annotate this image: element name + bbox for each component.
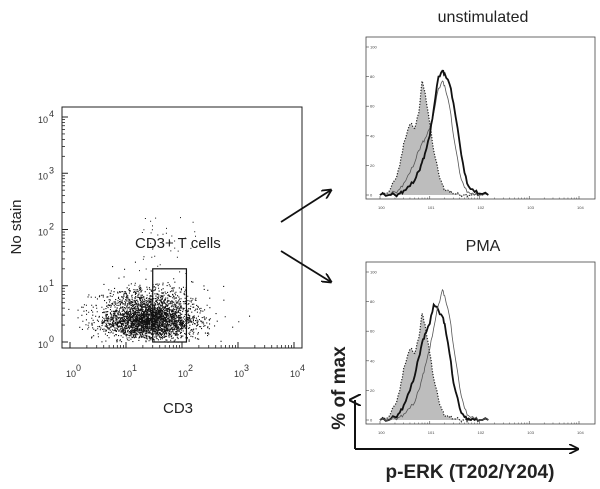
histogram-unstimulated-frame: [365, 36, 596, 200]
histogram-y-tick-label: 100: [370, 270, 377, 275]
dotplot-event-points: [68, 217, 251, 343]
shared-y-label: % of max: [329, 346, 350, 430]
dotplot-y-tick-label: 10: [38, 284, 48, 294]
arrow-to-pma: [280, 250, 331, 282]
dotplot-x-tick-exponent: 4: [300, 363, 305, 373]
histogram-y-tick-label: 20: [370, 163, 375, 168]
dotplot-x-tick-label: 10: [122, 369, 132, 379]
histogram-x-tick-label: 100: [378, 430, 385, 435]
histogram-series-line: [379, 80, 489, 198]
histogram-x-tick-label: 101: [428, 205, 435, 210]
histogram-x-tick-label: 102: [478, 205, 485, 210]
dotplot-x-tick-exponent: 0: [76, 363, 81, 373]
dotplot-x-tick-exponent: 3: [244, 363, 249, 373]
histogram-y-tick-label: 20: [370, 388, 375, 393]
histogram-x-tick-label: 103: [527, 430, 534, 435]
histogram-y-tick-label: 40: [370, 133, 375, 138]
dotplot-y-tick-label: 10: [38, 340, 48, 350]
histogram-pma-series: [379, 288, 489, 423]
dotplot-y-tick-label: 10: [38, 228, 48, 238]
dotplot-x-tick-label: 10: [234, 369, 244, 379]
dotplot-y-tick-exponent: 3: [49, 165, 54, 175]
histogram-series-line: [379, 69, 489, 198]
histogram-y-tick-label: 40: [370, 358, 375, 363]
dotplot-x-tick-label: 10: [66, 369, 76, 379]
histogram-x-tick-label: 103: [527, 205, 534, 210]
histogram-x-tick-label: 102: [478, 430, 485, 435]
dotplot-gate: [152, 268, 188, 343]
dotplot-y-tick-exponent: 4: [49, 109, 54, 119]
dotplot-x-label: CD3: [163, 400, 193, 417]
dotplot-y-tick-exponent: 1: [49, 278, 54, 288]
histogram-pma-frame: [365, 261, 596, 425]
dotplot-x-tick-exponent: 1: [132, 363, 137, 373]
shared-x-label: p-ERK (T202/Y204): [386, 462, 555, 483]
dotplot-y-label: No stain: [8, 199, 25, 254]
histogram-y-tick-label: 0: [370, 193, 373, 198]
histogram-series-fill: [380, 81, 489, 197]
dotplot-y-tick-exponent: 0: [49, 334, 54, 344]
histogram-y-tick-label: 0: [370, 418, 373, 423]
histogram-series-line: [379, 288, 489, 422]
histogram-series-line: [379, 302, 489, 423]
histogram-y-tick-label: 60: [370, 104, 375, 109]
histogram-unstimulated-series: [379, 69, 489, 198]
histogram-y-tick-label: 100: [370, 45, 377, 50]
dotplot-y-tick-exponent: 2: [49, 222, 54, 232]
histogram-x-tick-label: 100: [378, 205, 385, 210]
dotplot-y-tick-label: 10: [38, 171, 48, 181]
histogram-y-tick-label: 60: [370, 329, 375, 334]
dotplot-x-tick-label: 10: [290, 369, 300, 379]
histogram-unstimulated-panel: unstimulated 0 20 40 60 80 100 100 101 102 103 104: [365, 9, 596, 210]
histogram-series-line: [379, 313, 489, 423]
histogram-x-tick-label: 101: [428, 430, 435, 435]
histogram-y-tick-label: 80: [370, 299, 375, 304]
histogram-x-tick-label: 104: [577, 430, 584, 435]
histogram-unstimulated-axes: 0 20 40 60 80 100 100 101 102 103 104: [366, 45, 584, 210]
histogram-unstimulated-title: unstimulated: [438, 9, 529, 26]
dotplot-y-tick-label: 10: [38, 115, 48, 125]
arrow-to-unstimulated: [280, 190, 331, 223]
gate-label: CD3+ T cells: [135, 235, 221, 252]
histogram-pma-title: PMA: [466, 238, 501, 255]
histogram-x-tick-label: 104: [577, 205, 584, 210]
dotplot-frame: [61, 106, 303, 349]
histogram-pma-axes: 0 20 40 60 80 100 100 101 102 103 104: [366, 270, 584, 435]
dotplot-x-tick-exponent: 2: [188, 363, 193, 373]
histogram-pma-panel: PMA 0 20 40 60 80 100 100 101 102 103 104: [365, 238, 596, 435]
histogram-series-fill: [380, 313, 489, 422]
dotplot-events: [68, 217, 251, 343]
histogram-y-tick-label: 80: [370, 74, 375, 79]
dotplot-x-tick-label: 10: [178, 369, 188, 379]
